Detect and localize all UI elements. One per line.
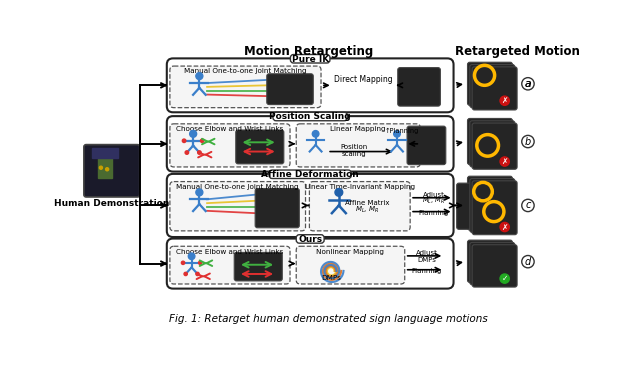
- FancyBboxPatch shape: [234, 252, 282, 281]
- Circle shape: [522, 199, 534, 211]
- Circle shape: [522, 78, 534, 90]
- Text: Affine Matrix: Affine Matrix: [345, 200, 390, 206]
- FancyBboxPatch shape: [273, 112, 348, 121]
- Text: Manual One-to-one Joint Matching: Manual One-to-one Joint Matching: [177, 184, 299, 190]
- FancyBboxPatch shape: [472, 245, 517, 287]
- FancyBboxPatch shape: [472, 123, 517, 169]
- Circle shape: [522, 256, 534, 268]
- Bar: [98, 151, 112, 178]
- FancyBboxPatch shape: [470, 242, 515, 285]
- Circle shape: [500, 274, 509, 283]
- Text: Manual One-to-one Joint Matching: Manual One-to-one Joint Matching: [184, 69, 307, 75]
- Text: Affine Deformation: Affine Deformation: [261, 170, 359, 179]
- Circle shape: [188, 253, 195, 260]
- FancyBboxPatch shape: [470, 121, 515, 167]
- Text: a: a: [525, 79, 531, 89]
- Circle shape: [196, 189, 203, 196]
- FancyBboxPatch shape: [467, 240, 513, 282]
- FancyBboxPatch shape: [170, 66, 321, 108]
- Text: Linear Time-Invariant Mapping: Linear Time-Invariant Mapping: [305, 184, 415, 190]
- FancyBboxPatch shape: [167, 116, 454, 171]
- Circle shape: [185, 151, 189, 154]
- Text: Retargeted Motion: Retargeted Motion: [456, 45, 580, 58]
- Circle shape: [500, 96, 509, 105]
- Circle shape: [522, 135, 534, 148]
- Circle shape: [500, 222, 509, 232]
- FancyBboxPatch shape: [296, 235, 324, 243]
- Circle shape: [198, 151, 201, 154]
- Text: Pure IK: Pure IK: [292, 55, 329, 64]
- Circle shape: [106, 168, 109, 171]
- Text: a: a: [525, 79, 531, 89]
- Text: $M_L$, $M_R$: $M_L$, $M_R$: [422, 196, 445, 206]
- Text: Linear Mapping: Linear Mapping: [330, 126, 386, 132]
- Text: $M_L$, $M_R$: $M_L$, $M_R$: [355, 205, 380, 215]
- FancyBboxPatch shape: [407, 126, 446, 165]
- FancyBboxPatch shape: [236, 130, 284, 164]
- FancyBboxPatch shape: [470, 178, 515, 232]
- FancyBboxPatch shape: [472, 67, 517, 110]
- Text: ↑Planning: ↑Planning: [384, 128, 419, 134]
- FancyBboxPatch shape: [467, 62, 513, 105]
- FancyBboxPatch shape: [467, 118, 513, 165]
- Text: Human Demonstration: Human Demonstration: [54, 198, 170, 208]
- Text: ✗: ✗: [502, 157, 508, 166]
- Circle shape: [312, 131, 319, 137]
- FancyBboxPatch shape: [309, 181, 410, 231]
- FancyBboxPatch shape: [457, 183, 495, 229]
- Text: ✗: ✗: [502, 96, 508, 105]
- Text: Adjust: Adjust: [423, 192, 445, 198]
- Text: Choose Elbow and Wrist Links: Choose Elbow and Wrist Links: [176, 249, 284, 255]
- Text: Fig. 1: Retarget human demonstrated sign language motions: Fig. 1: Retarget human demonstrated sign…: [168, 314, 488, 324]
- Circle shape: [198, 261, 202, 265]
- FancyBboxPatch shape: [84, 145, 140, 197]
- FancyBboxPatch shape: [470, 65, 515, 108]
- Circle shape: [184, 272, 188, 276]
- FancyBboxPatch shape: [472, 181, 517, 235]
- Text: Ours: Ours: [298, 235, 322, 244]
- FancyBboxPatch shape: [397, 68, 440, 106]
- Circle shape: [181, 261, 185, 265]
- FancyBboxPatch shape: [170, 181, 305, 231]
- FancyBboxPatch shape: [170, 124, 290, 167]
- FancyBboxPatch shape: [255, 188, 300, 228]
- Text: b: b: [525, 137, 531, 147]
- Text: Direct Mapping: Direct Mapping: [334, 75, 393, 84]
- Text: d: d: [525, 257, 531, 267]
- Text: Motion Retargeting: Motion Retargeting: [244, 45, 373, 58]
- Circle shape: [335, 188, 343, 196]
- Text: Choose Elbow and Wrist Links: Choose Elbow and Wrist Links: [176, 126, 284, 132]
- FancyBboxPatch shape: [167, 58, 454, 112]
- Text: Planning: Planning: [419, 210, 449, 216]
- FancyBboxPatch shape: [170, 246, 290, 284]
- FancyBboxPatch shape: [167, 174, 454, 237]
- Circle shape: [99, 166, 102, 169]
- FancyBboxPatch shape: [291, 55, 330, 63]
- Circle shape: [394, 131, 400, 137]
- FancyBboxPatch shape: [269, 170, 351, 178]
- Circle shape: [196, 272, 199, 276]
- Text: ✓: ✓: [502, 274, 508, 283]
- Text: Position Scaling: Position Scaling: [269, 112, 351, 121]
- Bar: [92, 148, 118, 158]
- FancyBboxPatch shape: [167, 239, 454, 289]
- Circle shape: [189, 130, 196, 137]
- Circle shape: [196, 73, 203, 79]
- Text: c: c: [525, 200, 531, 210]
- Text: Position
scaling: Position scaling: [340, 144, 368, 157]
- FancyBboxPatch shape: [296, 124, 420, 167]
- FancyBboxPatch shape: [296, 246, 404, 284]
- Text: Adjust: Adjust: [415, 250, 437, 256]
- Circle shape: [500, 157, 509, 166]
- Text: DMPs: DMPs: [417, 257, 436, 263]
- Text: DMPs: DMPs: [321, 275, 341, 281]
- FancyBboxPatch shape: [267, 74, 313, 105]
- FancyBboxPatch shape: [467, 176, 513, 230]
- Text: Planning: Planning: [412, 268, 442, 274]
- Circle shape: [200, 139, 204, 142]
- Text: ✗: ✗: [502, 223, 508, 232]
- Text: Nonlinear Mapping: Nonlinear Mapping: [316, 249, 385, 255]
- Circle shape: [182, 139, 186, 142]
